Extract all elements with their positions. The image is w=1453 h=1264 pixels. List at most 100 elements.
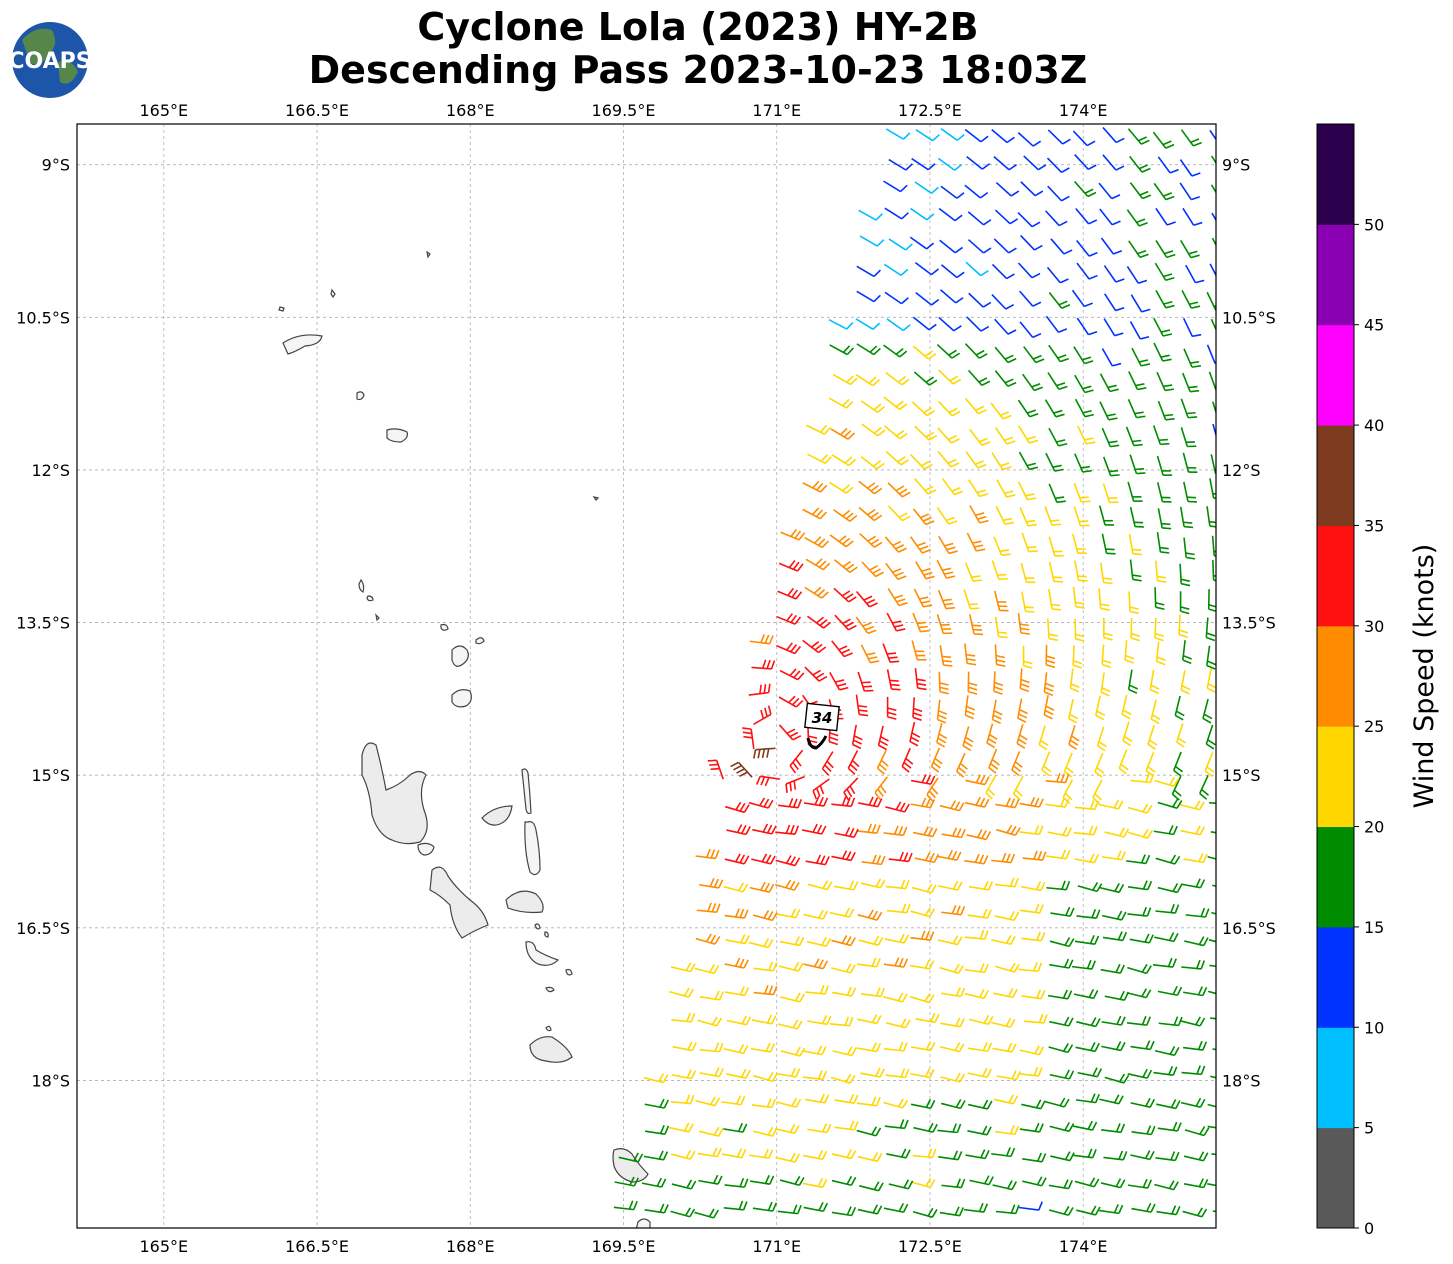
wind-barb <box>1183 853 1208 864</box>
wind-barb <box>885 450 909 466</box>
wind-barb <box>1181 959 1206 970</box>
wind-barb <box>833 587 857 603</box>
wind-barb <box>964 562 983 583</box>
lon-tick-label-top: 166.5°E <box>285 101 349 120</box>
island-small-5 <box>386 428 408 443</box>
wind-barb <box>778 695 804 708</box>
wind-barb <box>779 1175 805 1187</box>
wind-barb <box>1156 532 1170 554</box>
wind-barb <box>1131 1202 1156 1213</box>
wind-barb <box>912 612 930 633</box>
wind-barb <box>964 695 976 720</box>
wind-barb <box>1174 695 1185 721</box>
wind-barb <box>618 1152 644 1163</box>
wind-barb <box>829 344 855 356</box>
wind-barb <box>1183 1151 1209 1162</box>
island-malo <box>417 842 435 856</box>
wind-barb <box>1129 454 1146 475</box>
wind-barb <box>1102 154 1125 171</box>
wind-barb <box>883 992 908 1003</box>
wind-barb <box>993 590 1009 612</box>
colorbar-label: Wind Speed (knots) <box>1409 544 1440 809</box>
wind-barb <box>724 986 750 997</box>
wind-barb <box>861 854 886 866</box>
wind-barb <box>910 1068 935 1079</box>
island-small-4 <box>356 391 365 401</box>
island-small-8 <box>440 623 485 645</box>
wind-barb <box>912 697 923 721</box>
wind-barb <box>1049 958 1074 969</box>
wind-barb <box>1100 237 1123 255</box>
wind-barb <box>671 1179 697 1190</box>
wind-barb <box>962 726 974 752</box>
wind-barb <box>887 505 911 522</box>
wind-barb <box>833 509 858 522</box>
wind-barb <box>1154 932 1179 943</box>
wind-barb <box>1098 799 1124 810</box>
wind-barb <box>670 1149 696 1160</box>
wind-barb <box>1118 749 1129 775</box>
colorbar-block <box>1317 124 1354 225</box>
wind-barb <box>992 1180 1018 1191</box>
wind-barb <box>753 961 778 972</box>
wind-barb <box>967 211 992 226</box>
wind-barb <box>1152 957 1177 968</box>
wind-barb <box>1101 1123 1126 1134</box>
wind-barb <box>886 318 911 332</box>
wind-barb <box>1099 1204 1124 1215</box>
wind-barb <box>832 1046 857 1057</box>
wind-barb <box>699 878 724 889</box>
colorbar: 0 5 10 15 20 25 30 35 40 45 50 Wind Speed (knots) <box>1316 123 1440 1238</box>
wind-barb <box>1204 752 1215 778</box>
wind-barb <box>1176 722 1187 748</box>
wind-barb <box>821 751 834 776</box>
wind-barb <box>1180 239 1200 259</box>
wind-barb <box>910 907 936 918</box>
wind-barb <box>855 694 869 717</box>
wind-barb <box>1154 776 1180 788</box>
wind-barb <box>994 877 1019 888</box>
wind-barb <box>1181 290 1201 309</box>
wind-barb <box>1122 721 1133 747</box>
wind-barb <box>1155 207 1176 226</box>
wind-barb <box>1157 985 1183 997</box>
wind-barb <box>914 852 940 864</box>
wind-barb <box>695 1096 721 1107</box>
colorbar-block <box>1317 826 1354 928</box>
wind-barb <box>1073 506 1090 527</box>
wind-barb <box>940 987 966 998</box>
wind-barb <box>966 316 990 332</box>
wind-barb <box>1095 695 1106 721</box>
wind-barb <box>829 907 855 918</box>
wind-barb <box>831 1175 857 1187</box>
wind-barb <box>1076 425 1096 445</box>
wind-barb <box>1172 751 1184 777</box>
wind-barb <box>886 669 901 691</box>
wind-barb <box>938 880 963 891</box>
wind-barb <box>1127 906 1152 917</box>
colorbar-tick-label: 40 <box>1364 416 1384 435</box>
wind-barb <box>724 801 750 814</box>
wind-barb <box>1182 1207 1208 1218</box>
wind-barb <box>1179 563 1191 587</box>
wind-barb <box>1047 129 1071 145</box>
wind-barb <box>941 904 966 916</box>
wind-barb <box>1183 1178 1209 1189</box>
wind-barb <box>963 1202 989 1213</box>
wind-barb <box>695 848 720 860</box>
wind-barb <box>993 671 1004 695</box>
lat-tick-label-left: 16.5°S <box>16 919 70 938</box>
wind-barb <box>968 479 989 498</box>
wind-barb <box>1019 290 1042 307</box>
wind-barb <box>1208 939 1216 943</box>
wind-barb <box>885 1018 911 1029</box>
island-small-2 <box>330 288 336 299</box>
wind-barb <box>991 452 1012 471</box>
wind-barb <box>885 1068 910 1079</box>
island-erromango <box>612 1148 649 1183</box>
island-rennell <box>282 334 323 355</box>
wind-barb <box>1207 856 1216 860</box>
wind-barb <box>1021 931 1046 942</box>
wind-barb <box>993 156 1017 171</box>
wind-barb <box>901 747 914 773</box>
